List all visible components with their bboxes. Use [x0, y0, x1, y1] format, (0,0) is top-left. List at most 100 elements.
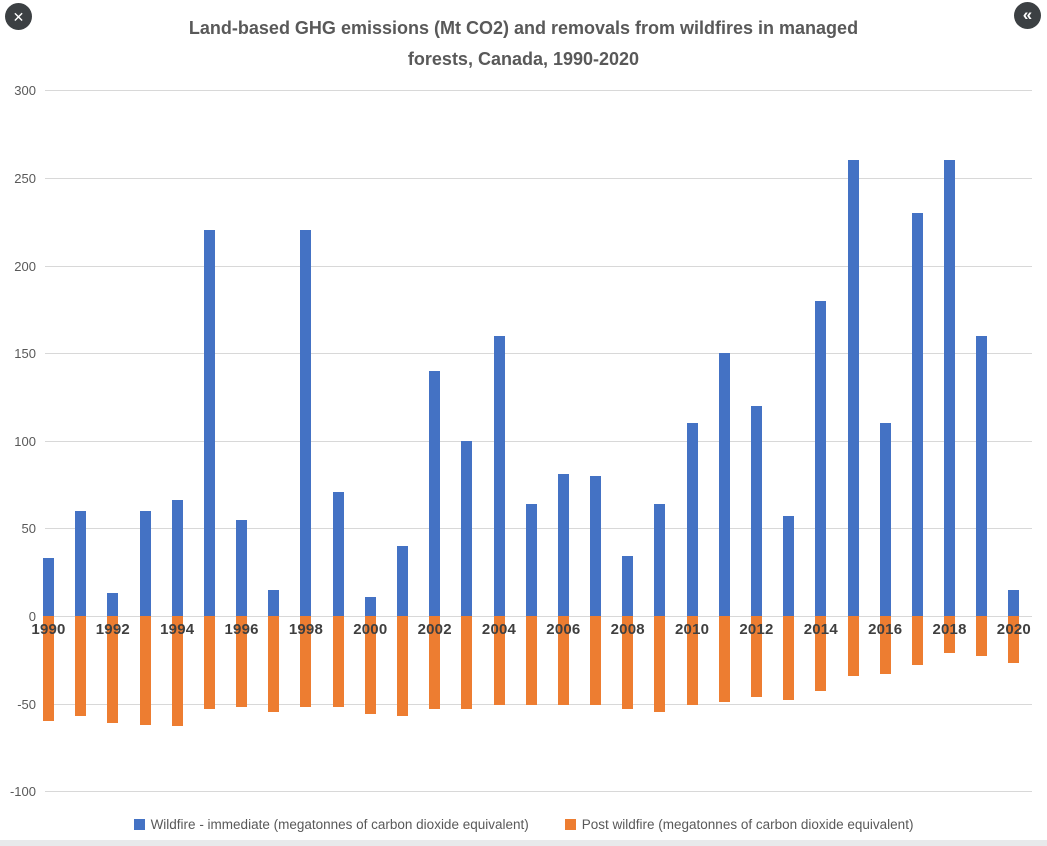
bar-post-wildfire-2011	[718, 616, 730, 702]
y-axis-tick-label: 250	[14, 170, 36, 186]
bar-post-wildfire-2012	[750, 616, 762, 697]
collapse-button[interactable]: «	[1014, 2, 1041, 29]
y-axis-tick-label: -100	[9, 784, 36, 800]
y-axis-tick-label: 200	[14, 258, 36, 274]
x-axis-tick-label-2010: 2010	[675, 621, 710, 638]
bar-post-wildfire-2015	[847, 616, 859, 676]
gridline-y-200	[45, 265, 1032, 267]
bar-wildfire-immediate-2016	[879, 423, 891, 616]
bar-post-wildfire-1998	[300, 616, 312, 708]
bar-post-wildfire-2009	[654, 616, 666, 713]
legend-label-post-wildfire: Post wildfire (megatonnes of carbon diox…	[581, 817, 914, 832]
gridline-y-50	[45, 528, 1032, 530]
bar-post-wildfire-2017	[911, 616, 923, 666]
x-axis-tick-label-2000: 2000	[353, 621, 388, 638]
bar-post-wildfire-2018	[944, 616, 956, 653]
bar-wildfire-immediate-1995	[203, 230, 215, 616]
bar-wildfire-immediate-2009	[654, 503, 666, 616]
bar-wildfire-immediate-1996	[236, 519, 248, 616]
bar-post-wildfire-2005	[525, 616, 537, 706]
bar-wildfire-immediate-2007	[590, 475, 602, 616]
bar-post-wildfire-1992	[107, 616, 119, 723]
close-button[interactable]: ✕	[5, 3, 32, 30]
bar-wildfire-immediate-2003	[461, 440, 473, 616]
gridline-y-150	[45, 353, 1032, 355]
bar-wildfire-immediate-1999	[332, 491, 344, 616]
bar-post-wildfire-1991	[75, 616, 87, 716]
bar-wildfire-immediate-2012	[750, 405, 762, 616]
x-axis-tick-label-2012: 2012	[739, 621, 774, 638]
x-axis-tick-label-2020: 2020	[996, 621, 1031, 638]
x-axis-tick-label-2008: 2008	[610, 621, 645, 638]
gridline-y-300	[45, 90, 1032, 92]
gridline-y-250	[45, 177, 1032, 179]
bar-post-wildfire-1995	[203, 616, 215, 709]
legend-label-wildfire-immediate: Wildfire - immediate (megatonnes of carb…	[150, 817, 529, 832]
bar-wildfire-immediate-2006	[557, 474, 569, 616]
bar-wildfire-immediate-2020	[1008, 589, 1020, 616]
bar-post-wildfire-1990	[43, 616, 54, 722]
gridline-y-0	[45, 616, 1032, 617]
close-icon: ✕	[12, 8, 25, 25]
bar-post-wildfire-1993	[139, 616, 151, 725]
bar-post-wildfire-2001	[396, 616, 408, 716]
gridline-y--100	[45, 791, 1032, 793]
x-axis-tick-label-1994: 1994	[160, 621, 195, 638]
bottom-divider	[0, 840, 1047, 846]
x-axis-tick-label-2018: 2018	[932, 621, 967, 638]
x-axis-tick-label-1990: 1990	[31, 621, 66, 638]
chart-title: Land-based GHG emissions (Mt CO2) and re…	[0, 13, 1047, 75]
legend-swatch-blue-icon	[133, 819, 145, 830]
bar-wildfire-immediate-2018	[944, 160, 956, 616]
bar-wildfire-immediate-2005	[525, 503, 537, 616]
bar-post-wildfire-1996	[236, 616, 248, 708]
legend-item-wildfire-immediate: Wildfire - immediate (megatonnes of carb…	[133, 817, 529, 832]
bar-post-wildfire-2002	[429, 616, 441, 709]
bar-post-wildfire-2013	[783, 616, 795, 701]
bar-post-wildfire-2010	[686, 616, 698, 706]
bar-wildfire-immediate-2013	[783, 516, 795, 616]
legend-item-post-wildfire: Post wildfire (megatonnes of carbon diox…	[564, 817, 914, 832]
y-axis-tick-label: 0	[28, 609, 36, 624]
bar-wildfire-immediate-2010	[686, 423, 698, 616]
bar-wildfire-immediate-1998	[300, 230, 312, 616]
bar-post-wildfire-2007	[590, 616, 602, 706]
bar-wildfire-immediate-1994	[171, 500, 183, 616]
legend-swatch-orange-icon	[564, 819, 576, 830]
bar-wildfire-immediate-1990	[43, 558, 54, 616]
x-axis-tick-label-1998: 1998	[288, 621, 324, 638]
x-axis-tick-label-1996: 1996	[224, 621, 259, 638]
bar-wildfire-immediate-2019	[976, 335, 988, 616]
bar-wildfire-immediate-2002	[429, 370, 441, 616]
x-axis-tick-label-2014: 2014	[803, 621, 838, 638]
bar-post-wildfire-1999	[332, 616, 344, 708]
gridline-y--50	[45, 703, 1032, 705]
bar-post-wildfire-1997	[268, 616, 280, 713]
bar-post-wildfire-2020	[1008, 616, 1020, 664]
bar-wildfire-immediate-2015	[847, 160, 859, 616]
y-axis-tick-label: 100	[14, 433, 36, 449]
bar-wildfire-immediate-2014	[815, 300, 827, 616]
bar-post-wildfire-2003	[461, 616, 473, 709]
bar-post-wildfire-2006	[557, 616, 569, 706]
x-axis-tick-label-2002: 2002	[417, 621, 452, 638]
bar-wildfire-immediate-2011	[718, 353, 730, 616]
bar-post-wildfire-2014	[815, 616, 827, 692]
x-axis-tick-label-2004: 2004	[481, 621, 517, 638]
y-axis-tick-label: 150	[14, 346, 36, 362]
bar-post-wildfire-2016	[879, 616, 891, 674]
bar-post-wildfire-2008	[622, 616, 634, 709]
legend: Wildfire - immediate (megatonnes of carb…	[0, 817, 1047, 832]
x-axis-tick-label-1992: 1992	[95, 621, 130, 638]
bar-wildfire-immediate-2017	[911, 212, 923, 616]
bar-wildfire-immediate-2004	[493, 335, 505, 616]
bar-wildfire-immediate-1991	[75, 510, 87, 616]
gridline-y-100	[45, 440, 1032, 442]
y-axis-tick-label: -50	[17, 696, 36, 712]
bar-post-wildfire-2004	[493, 616, 505, 706]
x-axis-tick-label-2006: 2006	[546, 621, 581, 638]
bar-wildfire-immediate-1997	[268, 589, 280, 616]
bar-wildfire-immediate-2000	[364, 596, 376, 616]
